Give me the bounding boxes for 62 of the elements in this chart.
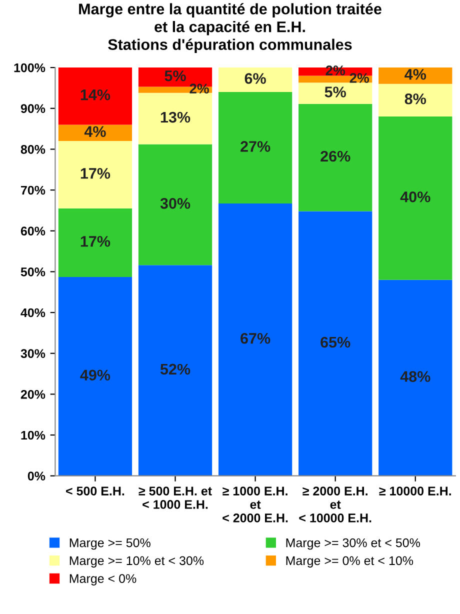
- y-tick-label: 80%: [20, 145, 46, 154]
- y-tick-label: 10%: [21, 430, 46, 440]
- y-tick-label: 70%: [20, 186, 46, 195]
- bar: [58, 124, 132, 142]
- data-label: 17%: [80, 236, 110, 247]
- data-label: 13%: [160, 112, 190, 123]
- bar: [378, 68, 452, 84]
- bar: [298, 104, 372, 212]
- bar: [378, 116, 452, 280]
- y-tick-label: 50%: [20, 267, 46, 276]
- y-tick-label: 30%: [20, 349, 46, 358]
- bar: [218, 92, 292, 204]
- y-tick-label: 20%: [20, 390, 46, 399]
- bar: [138, 144, 212, 266]
- data-label: 2%: [350, 73, 370, 83]
- data-label: 8%: [404, 93, 426, 104]
- data-label: 65%: [320, 336, 350, 348]
- bar: [138, 92, 212, 144]
- bar: [378, 84, 452, 117]
- data-label: 5%: [164, 70, 186, 82]
- bar: [58, 141, 132, 208]
- bar: [298, 82, 372, 104]
- data-label: 40%: [400, 191, 430, 202]
- x-tick-label: ≥ 2000 E.H. et < 10000 E.H.: [299, 486, 372, 522]
- data-label: 2%: [190, 84, 209, 94]
- bar: [298, 211, 372, 476]
- legend-label: Marge >= 10% et < 30%: [70, 556, 204, 568]
- x-tick-label: ≥ 500 E.H. et < 1000 E.H.: [138, 486, 212, 509]
- legend-label: Marge >= 50%: [70, 538, 150, 550]
- data-label: 17%: [80, 168, 110, 179]
- data-label: 14%: [80, 89, 110, 100]
- legend-label: Marge >= 0% et < 10%: [286, 556, 414, 568]
- x-tick-label: ≥ 1000 E.H. et < 2000 E.H.: [222, 486, 288, 522]
- data-label: 2%: [326, 66, 346, 76]
- bar: [58, 208, 132, 278]
- chart-title: Marge entre la quantité de polution traitée et la capacité en E.H. Stations d'épuration communales: [79, 3, 382, 53]
- data-label: 49%: [80, 370, 110, 381]
- bar: [58, 68, 132, 125]
- data-label: 27%: [240, 141, 270, 152]
- data-label: 6%: [244, 73, 266, 84]
- legend-label: Marge >= 30% et < 50%: [286, 538, 420, 550]
- data-label: 5%: [324, 86, 346, 98]
- y-tick-label: 60%: [20, 226, 46, 236]
- y-tick-label: 90%: [20, 104, 46, 114]
- y-tick-label: 40%: [20, 308, 46, 318]
- data-label: 26%: [320, 150, 350, 162]
- y-tick-label: 100%: [14, 63, 46, 72]
- x-tick-label: < 500 E.H.: [66, 486, 124, 496]
- x-tick-label: ≥ 10000 E.H.: [379, 486, 451, 496]
- data-label: 4%: [404, 69, 426, 80]
- data-label: 4%: [84, 126, 106, 137]
- data-label: 52%: [160, 364, 190, 375]
- y-tick-label: 0%: [28, 472, 46, 480]
- bar: [378, 280, 452, 476]
- data-label: 30%: [160, 198, 190, 209]
- data-label: 67%: [240, 332, 270, 344]
- data-label: 48%: [400, 371, 430, 382]
- bar: [218, 204, 292, 476]
- legend-label: Marge < 0%: [70, 574, 136, 586]
- bar: [138, 265, 212, 476]
- bar: [58, 277, 132, 476]
- bar: [218, 68, 292, 92]
